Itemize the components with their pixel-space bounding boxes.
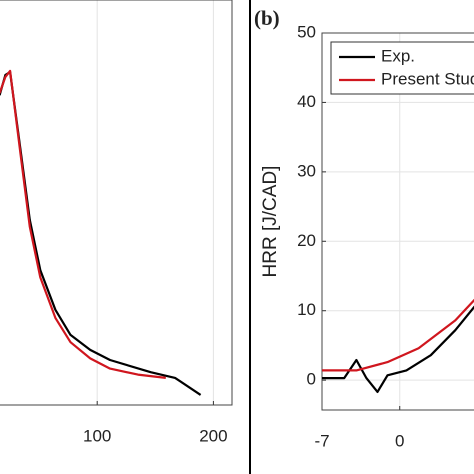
data-line	[322, 298, 474, 372]
data-line	[0, 69, 166, 379]
panel-label: (b)	[254, 6, 280, 30]
x-tick-label: 100	[83, 426, 111, 445]
plot-frame	[321, 32, 474, 411]
legend-box	[330, 41, 474, 95]
x-tick-label: -7	[314, 431, 329, 450]
y-axis-label: HRR [J/CAD]	[260, 166, 281, 278]
legend-label: Exp.	[381, 46, 415, 65]
y-tick-label: 30	[297, 161, 316, 180]
y-tick-label: 40	[297, 92, 316, 111]
y-tick-label: 20	[297, 231, 316, 250]
legend-label: Present Study	[381, 69, 474, 88]
data-line	[322, 305, 474, 393]
plot-frame	[0, 0, 233, 406]
y-tick-label: 10	[297, 300, 316, 319]
y-tick-label: 50	[297, 22, 316, 41]
x-tick-label: 200	[199, 426, 227, 445]
y-tick-label: 0	[307, 370, 316, 389]
x-tick-label: 0	[395, 431, 404, 450]
